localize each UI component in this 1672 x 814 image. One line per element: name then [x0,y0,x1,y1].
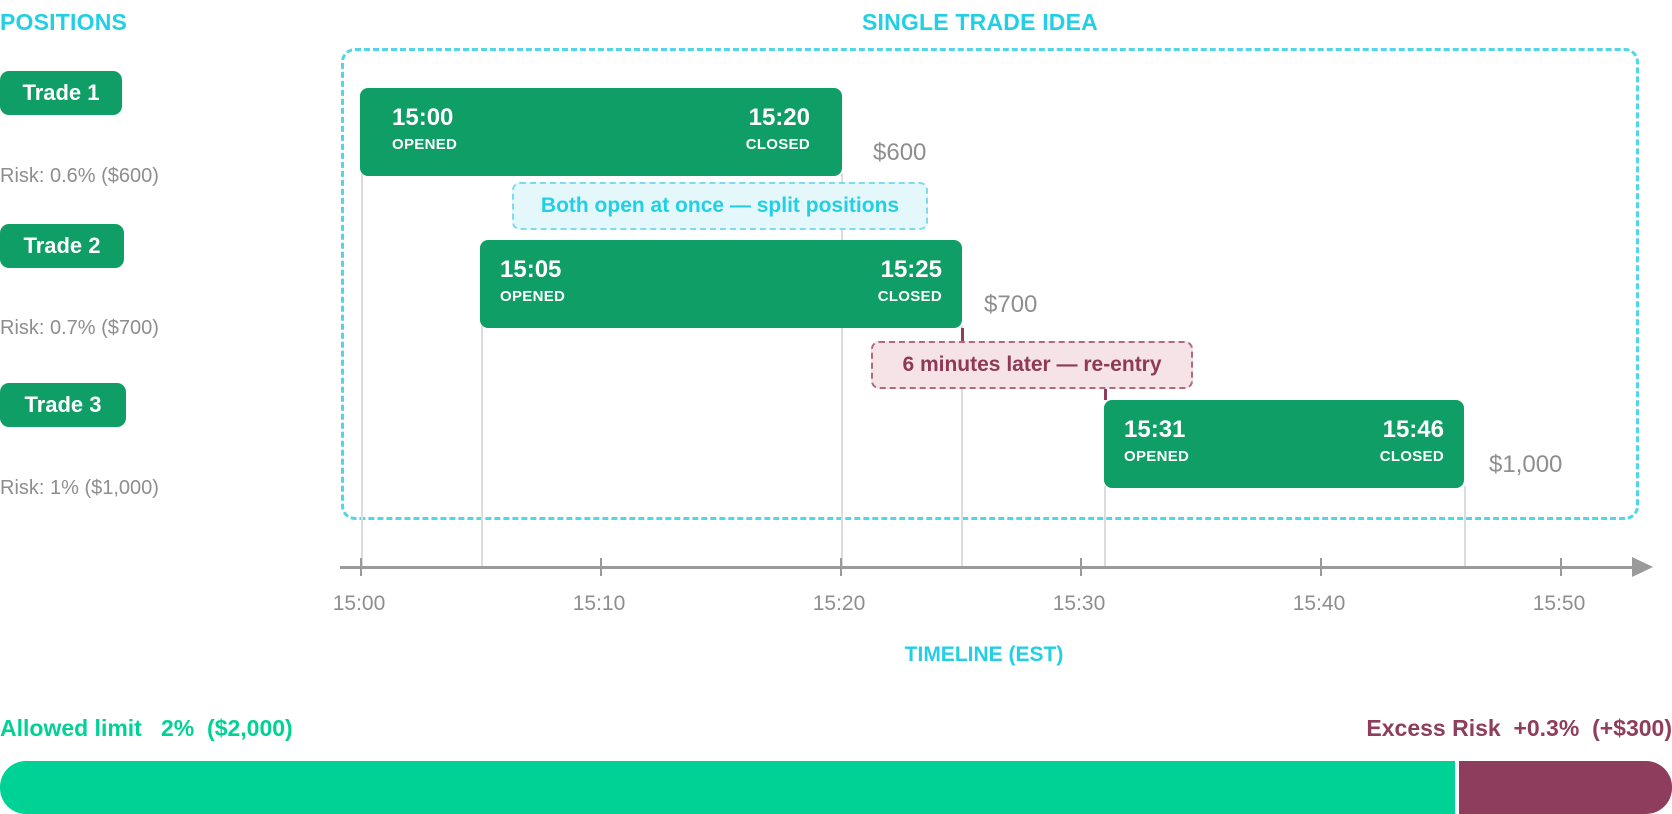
trade-3-open-time: 15:31 [1124,416,1186,443]
trade-2-open-time: 15:05 [500,256,562,283]
trade-1-bar: 15:00 OPENED 15:20 CLOSED [360,88,842,176]
timeline-tick [840,558,842,576]
excess-risk-fill [1458,761,1672,814]
timeline-tick [1320,558,1322,576]
tick-label: 15:20 [812,592,866,615]
trade-1-open-time: 15:00 [392,104,454,131]
trade-2-open-caption: OPENED [500,288,566,305]
reentry-marker [1104,380,1107,400]
risk-limit-bar [0,761,1672,814]
idea-title: SINGLE TRADE IDEA [862,9,1098,35]
bar-divider [1454,761,1459,814]
timeline-tick [360,558,362,576]
timeline-tick [600,558,602,576]
timeline-tick [1080,558,1082,576]
guide-line [1464,486,1466,566]
trade-2-bar: 15:05 OPENED 15:25 CLOSED [480,240,962,328]
trade-2-risk: Risk: 0.7% ($700) [0,317,159,339]
trade-1-label: Trade 1 [0,71,122,115]
trade-1-close-caption: CLOSED [745,136,810,153]
trade-3-label: Trade 3 [0,383,126,427]
trade-3-bar: 15:31 OPENED 15:46 CLOSED [1104,400,1464,488]
tick-label: 15:00 [332,592,386,615]
trade-3-amount: $1,000 [1489,451,1563,478]
trade-2-label: Trade 2 [0,224,124,268]
trade-3-open-caption: OPENED [1124,448,1190,465]
allowed-limit-label: Allowed limit 2% ($2,000) [0,715,293,741]
timeline-label: TIMELINE (EST) [904,643,1064,666]
tick-label: 15:40 [1292,592,1346,615]
guide-line [961,326,963,566]
guide-line [1104,486,1106,566]
guide-line [481,326,483,566]
tick-label: 15:50 [1532,592,1586,615]
trade-1-amount: $600 [873,139,927,166]
timeline-axis [340,566,1636,569]
trade-2-close-caption: CLOSED [877,288,942,305]
tick-label: 15:30 [1052,592,1106,615]
timeline-tick [1560,558,1562,576]
excess-risk-label: Excess Risk +0.3% (+$300) [1366,715,1672,741]
trade-1-open-caption: OPENED [392,136,458,153]
trade-2-amount: $700 [984,291,1038,318]
guide-line [361,174,363,566]
trade-1-risk: Risk: 0.6% ($600) [0,165,159,187]
trade-2-close-time: 15:25 [880,256,942,283]
trade-1-close-time: 15:20 [748,104,810,131]
reentry-marker [961,328,964,348]
positions-title: POSITIONS [0,9,128,35]
overlap-callout: Both open at once — split positions [512,182,928,230]
trade-3-close-caption: CLOSED [1379,448,1444,465]
allowed-risk-fill [0,761,1455,814]
trade-3-risk: Risk: 1% ($1,000) [0,477,159,499]
tick-label: 15:10 [572,592,626,615]
guide-line [841,174,843,566]
trade-3-close-time: 15:46 [1382,416,1444,443]
trade-idea-frame [341,48,1639,520]
reentry-callout: 6 minutes later — re-entry [871,341,1193,389]
timeline-arrowhead-icon [1632,557,1653,577]
